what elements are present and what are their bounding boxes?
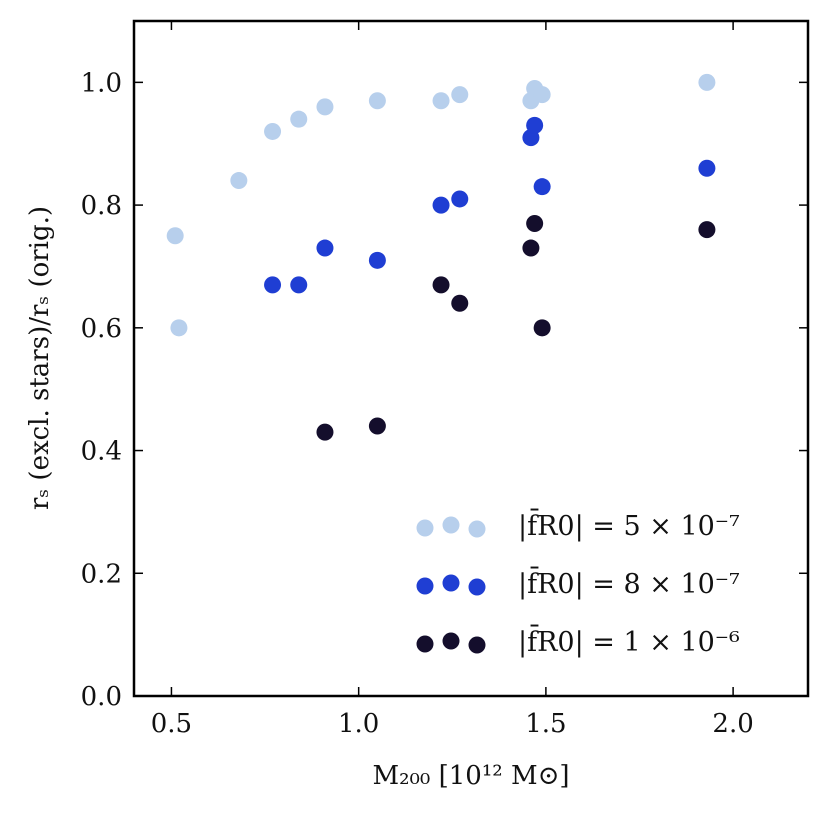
data-point-series-1	[166, 227, 184, 245]
data-point-series-3	[316, 423, 334, 441]
data-point-series-2	[368, 251, 386, 269]
y-axis-label: rₛ (excl. stars)/rₛ (orig.)	[25, 206, 55, 510]
x-tick-label: 2.0	[712, 709, 753, 739]
data-point-series-1	[230, 172, 248, 190]
data-point-series-2	[316, 239, 334, 257]
plot-frame	[132, 19, 810, 698]
legend-marker-series-2	[442, 574, 460, 592]
data-point-series-2	[290, 276, 308, 294]
x-axis-label: M₂₀₀ [10¹² M⊙]	[372, 761, 569, 791]
legend-marker-series-3	[468, 636, 486, 654]
legend-label-series-1: |f̄R0| = 5 × 10⁻⁷	[518, 507, 740, 542]
data-point-series-3	[526, 215, 544, 232]
legend-label-series-3: |f̄R0| = 1 × 10⁻⁶	[518, 623, 740, 658]
y-tick-label: 1.0	[81, 68, 122, 98]
y-tick-label: 0.4	[81, 437, 122, 467]
y-tick-label: 0.6	[81, 314, 122, 344]
data-point-series-3	[533, 319, 551, 337]
data-point-series-1	[368, 92, 386, 110]
legend-marker-series-2	[468, 578, 486, 596]
y-tick-label: 0.2	[81, 559, 122, 589]
data-point-series-1	[170, 319, 188, 337]
y-tick-label: 0.0	[81, 682, 122, 712]
data-point-series-2	[698, 159, 716, 177]
legend-marker-series-2	[416, 577, 434, 595]
data-point-series-2	[432, 196, 450, 214]
legend-marker-series-3	[442, 632, 460, 650]
data-point-series-3	[522, 239, 540, 257]
data-point-series-2	[451, 190, 469, 208]
legend-marker-series-1	[468, 520, 486, 538]
data-point-series-3	[432, 276, 450, 294]
y-tick-label: 0.8	[81, 191, 122, 221]
legend-label-series-2: |f̄R0| = 8 × 10⁻⁷	[518, 565, 740, 600]
data-point-series-1	[264, 122, 282, 140]
data-point-series-1	[698, 73, 716, 91]
legend-marker-series-1	[416, 519, 434, 537]
data-point-series-3	[368, 417, 386, 435]
data-point-series-2	[526, 116, 544, 134]
legend: |f̄R0| = 5 × 10⁻⁷ |f̄R0| = 8 × 10⁻⁷ |f̄R0|…	[416, 507, 740, 658]
legend-marker-series-1	[442, 516, 460, 534]
x-tick-label: 0.5	[151, 709, 192, 739]
axis-ticks: 0.5 1.0 1.5 2.0 0.0 0.2 0.4 0.6 0.8 1.0	[81, 21, 808, 739]
data-point-series-1	[451, 86, 469, 104]
data-point-series-2	[264, 276, 282, 294]
legend-marker-series-3	[416, 635, 434, 653]
data-point-series-1	[432, 92, 450, 110]
data-point-series-2	[533, 178, 551, 196]
data-point-series-3	[698, 221, 716, 239]
x-tick-label: 1.5	[525, 709, 566, 739]
data-point-series-1	[316, 98, 334, 116]
data-point-series-1	[290, 110, 308, 128]
data-point-series-1	[533, 86, 551, 104]
data-point-series-3	[451, 294, 469, 312]
x-tick-label: 1.0	[338, 709, 379, 739]
data-points	[166, 73, 716, 441]
